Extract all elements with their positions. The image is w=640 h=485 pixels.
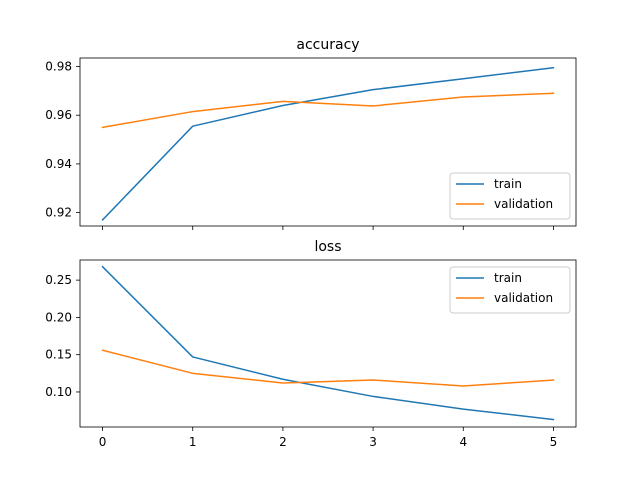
- panel-2-ytick-label-0: 0.10: [45, 385, 72, 399]
- panel-2-xtick-label-1: 1: [189, 435, 197, 449]
- panel-1-ytick-label-1: 0.94: [45, 157, 72, 171]
- panel-2-ytick-label-3: 0.25: [45, 273, 72, 287]
- panel-1-legend-label-validation: validation: [494, 197, 553, 211]
- panel-2-legend-label-train: train: [494, 271, 522, 285]
- panel-2-ytick-label-1: 0.15: [45, 348, 72, 362]
- panel-1-series-train-line: [101, 66, 555, 221]
- panel-2-xtick-label-0: 0: [99, 435, 107, 449]
- panel-1-legend-label-train: train: [494, 177, 522, 191]
- panel-1-title: accuracy: [296, 37, 359, 53]
- panel-2-legend-label-validation: validation: [494, 291, 553, 305]
- panel-2-xtick-label-4: 4: [459, 435, 467, 449]
- panel-2-title: loss: [314, 239, 341, 255]
- panel-2-series-validation-line: [101, 349, 555, 387]
- panel-2-axes-frame: [79, 259, 577, 428]
- panel-1-axes-frame: [79, 57, 577, 227]
- panel-2-series-train-line: [101, 265, 555, 421]
- panel-1-ytick-label-0: 0.92: [45, 206, 72, 220]
- panel-2-ytick-label-2: 0.20: [45, 310, 72, 324]
- panel-2-xtick-label-5: 5: [550, 435, 558, 449]
- panel-1-ytick-label-3: 0.98: [45, 60, 72, 74]
- panel-1-ytick-label-2: 0.96: [45, 108, 72, 122]
- panel-1-series-validation-line: [101, 92, 555, 129]
- panel-2-xtick-label-3: 3: [369, 435, 377, 449]
- panel-2-xtick-label-2: 2: [279, 435, 287, 449]
